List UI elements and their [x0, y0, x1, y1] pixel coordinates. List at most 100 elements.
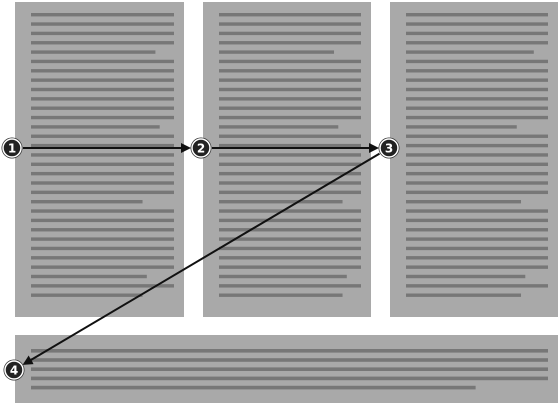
text-line [219, 115, 361, 120]
column-1 [15, 2, 184, 317]
text-line [31, 256, 174, 260]
text-line [31, 265, 174, 269]
arrows-layer [22, 143, 381, 365]
text-line [219, 143, 361, 148]
text-line [31, 41, 174, 45]
marker-3-badge [379, 138, 399, 158]
text-line [219, 293, 343, 297]
flow-arrow-3 [22, 152, 381, 365]
text-line [31, 209, 174, 213]
text-line [406, 181, 548, 185]
text-line [219, 209, 361, 213]
text-line [219, 125, 339, 129]
text-line [31, 200, 143, 204]
text-line [406, 162, 548, 166]
text-line [406, 246, 548, 251]
marker-1-badge [2, 138, 22, 158]
text-line [406, 115, 548, 120]
text-line [219, 50, 335, 54]
text-line [406, 153, 548, 157]
text-line [31, 349, 548, 353]
column-3 [390, 2, 558, 317]
text-line [406, 50, 534, 54]
text-line [406, 41, 548, 45]
text-line [406, 97, 548, 101]
text-line [219, 97, 361, 101]
text-line [31, 22, 174, 26]
text-line [219, 13, 361, 17]
text-line [31, 143, 174, 148]
text-line [219, 190, 361, 195]
text-line [406, 13, 548, 17]
text-line [31, 162, 174, 166]
text-line [219, 22, 361, 26]
text-line [31, 31, 174, 36]
text-line [219, 31, 361, 36]
text-line [219, 274, 347, 279]
text-line [219, 69, 361, 73]
text-line [31, 358, 548, 362]
text-line [406, 69, 548, 73]
text-line [406, 237, 548, 241]
text-line [406, 78, 548, 82]
marker-3-label: 3 [385, 142, 393, 156]
marker-3: 3 [378, 137, 400, 159]
text-line [219, 218, 361, 223]
text-line [406, 228, 548, 232]
text-line [31, 274, 147, 279]
text-line [406, 125, 517, 129]
text-line [406, 265, 548, 269]
text-line [219, 162, 361, 166]
text-line [31, 134, 174, 138]
text-line [31, 59, 174, 64]
text-line [31, 106, 174, 110]
column-2-background [203, 2, 371, 317]
text-line [31, 218, 174, 223]
text-line [31, 367, 548, 371]
text-line [31, 237, 174, 241]
marker-1: 1 [1, 137, 23, 159]
text-line [31, 153, 174, 157]
text-line [219, 134, 361, 138]
text-line [406, 143, 548, 148]
text-line [219, 41, 361, 45]
text-line [406, 134, 548, 138]
marker-4-label: 4 [10, 364, 18, 378]
marker-2-label: 2 [197, 142, 205, 156]
text-line [31, 246, 174, 251]
text-line [31, 293, 143, 297]
text-line [31, 181, 174, 185]
text-line [219, 246, 361, 251]
text-line [406, 87, 548, 92]
text-line [406, 256, 548, 260]
text-line [31, 50, 156, 54]
text-line [406, 171, 548, 176]
marker-2-badge [191, 138, 211, 158]
text-line [31, 13, 174, 17]
text-line [219, 171, 361, 176]
text-line [406, 274, 526, 279]
text-line [31, 190, 174, 195]
text-line [219, 153, 361, 157]
text-line [219, 78, 361, 82]
marker-1-label: 1 [8, 142, 16, 156]
text-line [406, 22, 548, 26]
marker-2: 2 [190, 137, 212, 159]
text-line [31, 69, 174, 73]
text-line [31, 171, 174, 176]
text-line [406, 218, 548, 223]
text-line [406, 106, 548, 110]
text-line [219, 181, 361, 185]
text-line [31, 115, 174, 120]
text-line [31, 125, 160, 129]
column-wide [15, 335, 558, 403]
columns-layer [15, 2, 558, 403]
text-line [219, 228, 361, 232]
text-line [31, 385, 476, 390]
text-line [406, 284, 548, 288]
text-line [219, 106, 361, 110]
column-2 [203, 2, 371, 317]
text-line [31, 97, 174, 101]
markers-layer: 1 2 3 4 [1, 137, 400, 381]
